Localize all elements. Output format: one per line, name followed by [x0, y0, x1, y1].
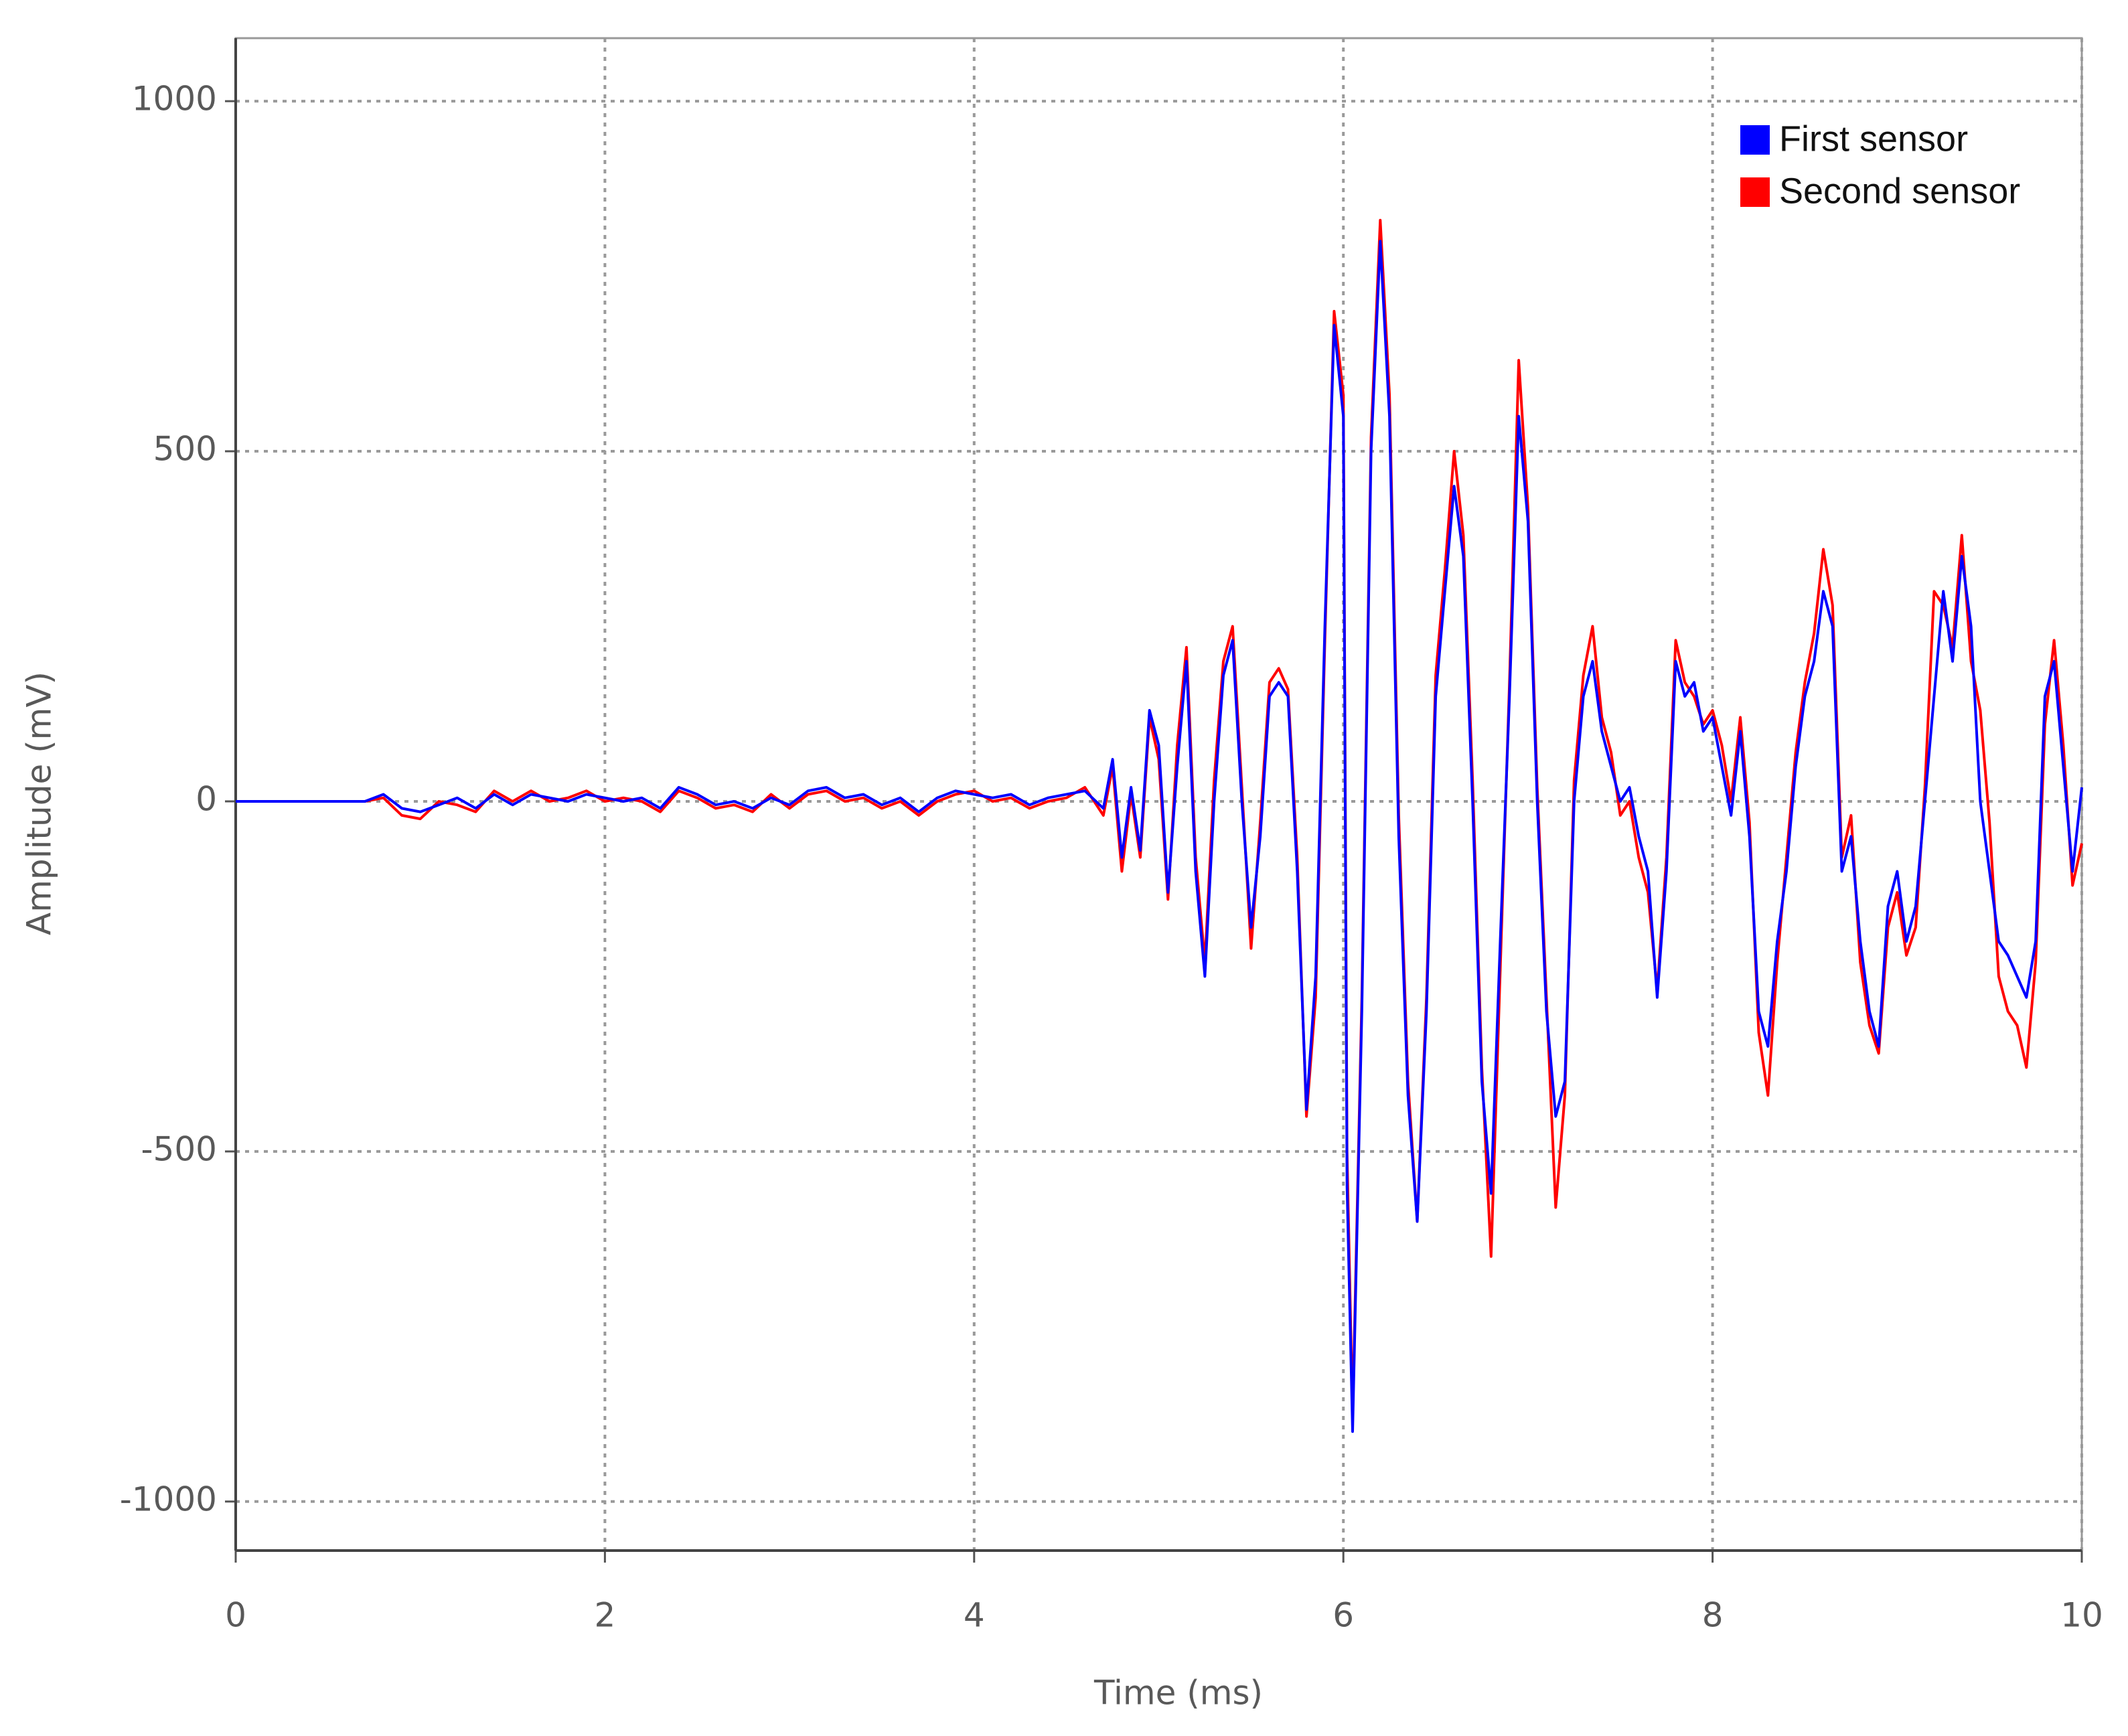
y-tick-label: 1000: [132, 80, 217, 119]
x-tick-label: 6: [1333, 1596, 1354, 1635]
legend-label: First sensor: [1779, 119, 1968, 159]
plot-frame: [234, 37, 2083, 1552]
y-tick-label: 0: [196, 779, 217, 818]
x-tick-label: 0: [225, 1596, 246, 1635]
legend-swatch: [1740, 177, 1770, 207]
legend-label: Second sensor: [1779, 171, 2020, 211]
x-tick-label: 10: [2060, 1596, 2103, 1635]
y-tick-label: 500: [153, 430, 217, 469]
y-tick-label: -500: [141, 1129, 217, 1168]
y-tick-label: -1000: [120, 1480, 217, 1518]
y-axis-label: Amplitude (mV): [20, 672, 59, 935]
series-line: [236, 218, 2083, 1419]
x-tick-label: 4: [964, 1596, 985, 1635]
x-axis-label: Time (ms): [1093, 1674, 1263, 1713]
x-tick-label: 2: [594, 1596, 615, 1635]
legend-swatch: [1740, 125, 1770, 155]
series-line: [236, 240, 2083, 1433]
x-tick-label: 8: [1702, 1596, 1724, 1635]
